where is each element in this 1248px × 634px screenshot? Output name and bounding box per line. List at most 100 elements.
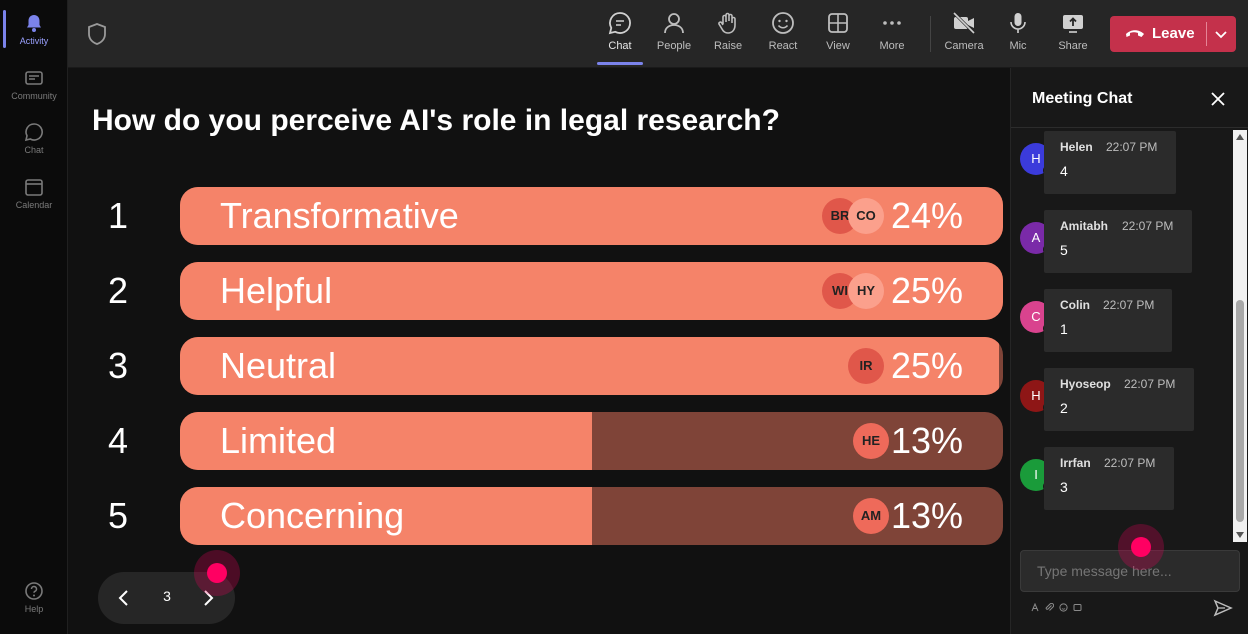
grid-view-icon	[828, 13, 848, 33]
option-percent: 13%	[890, 495, 963, 536]
rail-item-help[interactable]: Help	[0, 580, 68, 614]
share-button[interactable]: Share	[1046, 10, 1100, 52]
chevron-right-icon[interactable]	[198, 586, 218, 610]
bell-icon	[27, 15, 41, 32]
scroll-down-arrow-icon[interactable]	[1236, 532, 1244, 538]
hand-icon	[718, 12, 736, 34]
more-button[interactable]: More	[865, 10, 919, 52]
voter-avatar: IR	[848, 348, 884, 384]
camera-off-icon	[952, 11, 976, 35]
message-text: 1	[1060, 321, 1068, 337]
message-author: Amitabh	[1060, 219, 1108, 233]
chevron-left-icon[interactable]	[114, 586, 134, 610]
option-percent: 24%	[890, 195, 963, 236]
chat-scrollbar[interactable]	[1233, 130, 1247, 542]
rail-item-calendar[interactable]: Calendar	[0, 176, 68, 210]
chat-message: Amitabh 22:07 PM 5	[1044, 210, 1192, 273]
active-indicator	[3, 10, 6, 48]
option-number: 1	[108, 195, 129, 236]
option-bar: Neutral IR 25%	[180, 337, 1003, 395]
help-icon	[25, 582, 43, 600]
scroll-up-arrow-icon[interactable]	[1236, 134, 1244, 140]
cursor-marker	[194, 550, 240, 596]
option-percent: 25%	[890, 345, 963, 386]
react-button[interactable]: React	[756, 10, 810, 52]
shield-icon[interactable]	[86, 22, 108, 46]
avatar-initial: H	[1031, 388, 1041, 403]
toolbar-divider	[930, 16, 931, 52]
hangup-phone-icon	[1126, 30, 1144, 37]
people-button[interactable]: People	[647, 10, 701, 52]
chat-icon	[24, 123, 43, 142]
poll-option: 2 Helpful WI HY 25%	[68, 262, 1010, 320]
option-percent: 13%	[890, 420, 963, 461]
people-icon	[664, 13, 684, 34]
chat-button[interactable]: Chat	[593, 10, 647, 52]
format-icon[interactable]	[1031, 603, 1040, 612]
voter-avatar: AM	[853, 498, 889, 534]
view-button[interactable]: View	[811, 10, 865, 52]
scroll-thumb[interactable]	[1236, 300, 1244, 522]
message-author: Hyoseop	[1060, 377, 1111, 391]
option-label: Neutral	[220, 345, 337, 386]
emoji-icon[interactable]	[1059, 603, 1068, 612]
share-button-label: Share	[1058, 40, 1088, 52]
message-text: 3	[1060, 479, 1068, 495]
camera-button[interactable]: Camera	[937, 10, 991, 52]
rail-label-calendar: Calendar	[15, 200, 53, 210]
chat-divider	[1011, 127, 1248, 128]
send-icon[interactable]	[1213, 599, 1233, 617]
view-button-label: View	[826, 40, 850, 52]
attach-icon[interactable]	[1045, 603, 1054, 612]
raise-hand-button[interactable]: Raise	[701, 10, 755, 52]
message-time: 22:07 PM	[1103, 298, 1155, 312]
mic-button-label: Mic	[1009, 40, 1027, 52]
rail-item-community[interactable]: Community	[0, 67, 68, 101]
leave-button[interactable]: Leave	[1110, 16, 1236, 52]
chevron-down-icon[interactable]	[1212, 25, 1230, 43]
message-time: 22:07 PM	[1106, 140, 1158, 154]
cursor-marker	[1118, 524, 1164, 570]
chat-message: Helen 22:07 PM 4	[1044, 131, 1176, 194]
react-button-label: React	[768, 40, 798, 52]
option-number: 5	[108, 495, 129, 536]
leave-divider	[1206, 22, 1207, 46]
calendar-icon	[25, 179, 43, 196]
avatar-initial: A	[1031, 230, 1041, 245]
community-icon	[25, 71, 43, 85]
poll-option: 1 Transformative BR CO 24%	[68, 187, 1010, 245]
voter-avatar: CO	[848, 198, 884, 234]
gif-icon[interactable]	[1073, 603, 1082, 612]
avatar-initial: C	[1031, 309, 1041, 324]
option-fill	[180, 412, 592, 470]
left-rail: Activity Community Chat Calendar Help	[0, 0, 68, 634]
chat-message-input[interactable]	[1020, 550, 1240, 592]
rail-item-chat[interactable]: Chat	[0, 121, 68, 155]
page-number: 3	[163, 588, 171, 604]
option-number: 4	[108, 420, 129, 461]
option-bar: Helpful WI HY 25%	[180, 262, 1003, 320]
avatar-initial: H	[1031, 151, 1041, 166]
option-label: Helpful	[220, 270, 333, 311]
poll-option: 5 Concerning AM 13%	[68, 487, 1010, 545]
voter-avatar: HE	[853, 423, 889, 459]
option-fill	[180, 487, 592, 545]
option-bar: Transformative BR CO 24%	[180, 187, 1003, 245]
chat-icon	[608, 12, 631, 35]
smiley-icon	[772, 12, 794, 34]
rail-item-activity[interactable]: Activity	[0, 12, 68, 46]
close-icon[interactable]	[1209, 90, 1227, 108]
poll-stage: How do you perceive AI's role in legal r…	[68, 68, 1010, 634]
poll-question: How do you perceive AI's role in legal r…	[92, 104, 780, 137]
option-label: Transformative	[220, 195, 459, 236]
message-author: Helen	[1060, 140, 1093, 154]
voter-avatar: HY	[848, 273, 884, 309]
chat-title: Meeting Chat	[1032, 90, 1133, 107]
mic-button[interactable]: Mic	[991, 10, 1045, 52]
message-time: 22:07 PM	[1122, 219, 1174, 233]
option-bar: Concerning AM 13%	[180, 487, 1003, 545]
rail-label-activity: Activity	[19, 36, 49, 46]
message-author: Colin	[1060, 298, 1090, 312]
share-screen-icon	[1063, 15, 1083, 33]
message-time: 22:07 PM	[1104, 456, 1156, 470]
